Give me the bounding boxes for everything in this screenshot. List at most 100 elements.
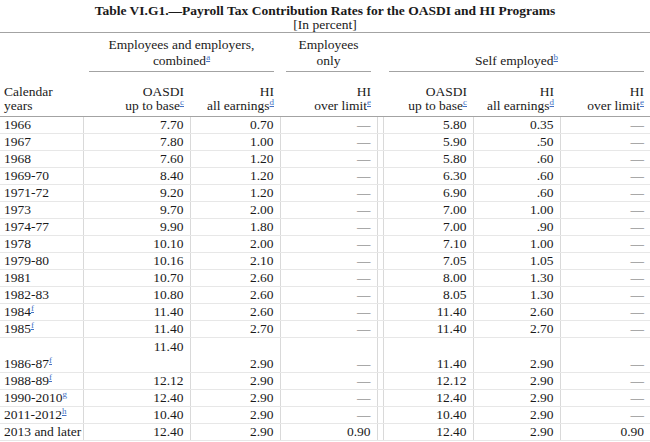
value-cell: 10.40	[83, 407, 190, 424]
value-cell: 1.20	[190, 185, 280, 202]
row-year-cell: 1973	[0, 202, 83, 219]
row-year-cell: 1966	[0, 117, 83, 134]
table-row: 2011-2012h10.402.90—10.402.90—	[0, 407, 650, 424]
table-row: 1982-8310.802.60—8.051.30—	[0, 287, 650, 304]
table-row: 19667.700.70—5.800.35—	[0, 117, 650, 134]
value-cell: 10.70	[83, 270, 190, 287]
value-cell: —	[280, 219, 377, 236]
value-cell: 2.90	[190, 373, 280, 390]
row-year-cell: 1971-72	[0, 185, 83, 202]
table-row: 19677.801.00—5.90.50—	[0, 134, 650, 151]
value-cell: —	[560, 168, 650, 185]
row-year-cell: 1986-87f	[0, 338, 83, 373]
value-cell: 5.80	[383, 117, 473, 134]
col-header-hi-overlimit-self: HI over limite	[560, 72, 650, 117]
footnote-e-link[interactable]: e	[367, 97, 371, 107]
value-cell: —	[560, 270, 650, 287]
value-cell: 7.80	[83, 134, 190, 151]
row-year-cell: 1968	[0, 151, 83, 168]
value-cell: 5.90	[383, 134, 473, 151]
value-cell: —	[560, 219, 650, 236]
footnote-h-link[interactable]: h	[62, 407, 67, 416]
row-year-cell: 1978	[0, 236, 83, 253]
footnote-f-link[interactable]: f	[49, 355, 52, 365]
table-body: 19667.700.70—5.800.35—19677.801.00—5.90.…	[0, 117, 650, 441]
value-cell: 6.90	[383, 185, 473, 202]
value-cell: —	[560, 287, 650, 304]
value-cell: 6.30	[383, 168, 473, 185]
col-header-oasdi-self: OASDI up to basec	[383, 72, 473, 117]
table-row: 1988-89f12.122.90—12.122.90—	[0, 373, 650, 390]
value-cell: —	[280, 168, 377, 185]
footnote-f-link[interactable]: f	[31, 321, 34, 330]
value-cell: 9.20	[83, 185, 190, 202]
value-cell: 2.90	[473, 424, 560, 441]
row-year-cell: 1974-77	[0, 219, 83, 236]
value-cell: 7.10	[383, 236, 473, 253]
value-cell: 7.00	[383, 202, 473, 219]
value-cell: .60	[473, 185, 560, 202]
value-cell: 1.00	[473, 236, 560, 253]
value-cell: 10.40	[383, 407, 473, 424]
value-cell: 12.12	[383, 373, 473, 390]
value-cell: 8.00	[383, 270, 473, 287]
value-cell: —	[280, 338, 377, 373]
value-cell: 0.70	[190, 117, 280, 134]
footnote-f-link[interactable]: f	[31, 304, 34, 313]
value-cell: 10.10	[83, 236, 190, 253]
column-header-row: Calendar years OASDI up to basec HI all …	[0, 72, 650, 117]
value-cell: 7.05	[383, 253, 473, 270]
footnote-d-link[interactable]: d	[270, 97, 275, 107]
value-cell: 2.90	[190, 424, 280, 441]
value-cell: —	[560, 202, 650, 219]
value-cell: —	[560, 407, 650, 424]
value-cell: —	[280, 151, 377, 168]
value-cell: 2.60	[190, 304, 280, 321]
table-subtitle: [In percent]	[0, 18, 650, 32]
value-cell: —	[280, 287, 377, 304]
footnote-d-link[interactable]: d	[550, 97, 555, 107]
value-cell: —	[280, 270, 377, 287]
row-year-cell: 1967	[0, 134, 83, 151]
value-cell: 5.80	[383, 151, 473, 168]
footnote-c-link[interactable]: c	[180, 97, 184, 107]
footnote-g-link[interactable]: g	[63, 390, 68, 399]
value-cell: 2.70	[190, 321, 280, 338]
table-row: 1984f11.402.60—11.402.60—	[0, 304, 650, 321]
table-row: 1971-729.201.20—6.90.60—	[0, 185, 650, 202]
col-header-hi-self: HI all earningsd	[473, 72, 560, 117]
value-cell: 1.05	[473, 253, 560, 270]
table-row: 1985f11.402.70—11.402.70—	[0, 321, 650, 338]
value-cell: 9.70	[83, 202, 190, 219]
report-page: Table VI.G1.—Payroll Tax Contribution Ra…	[0, 0, 650, 442]
footnote-c-link[interactable]: c	[463, 97, 467, 107]
footnote-f-link[interactable]: f	[49, 373, 52, 382]
value-cell: 1.20	[190, 151, 280, 168]
table-row: 19687.601.20—5.80.60—	[0, 151, 650, 168]
value-cell: 11.40	[383, 321, 473, 338]
value-cell: 1.00	[473, 202, 560, 219]
value-cell: 0.35	[473, 117, 560, 134]
footnote-b-link[interactable]: b	[553, 52, 558, 62]
value-cell: —	[280, 390, 377, 407]
value-cell: 12.40	[83, 390, 190, 407]
table-row: 2013 and later12.402.900.9012.402.900.90	[0, 424, 650, 441]
value-cell: 2.90	[473, 407, 560, 424]
col-header-calendar-years: Calendar years	[0, 72, 83, 117]
value-cell: —	[560, 253, 650, 270]
payroll-tax-table: Employees and employers, combineda Emplo…	[0, 32, 650, 441]
value-cell: 2.90	[190, 338, 280, 373]
value-cell: 7.60	[83, 151, 190, 168]
value-cell: —	[280, 236, 377, 253]
value-cell: 1.20	[190, 168, 280, 185]
footnote-a-link[interactable]: a	[206, 52, 210, 62]
row-year-cell: 1988-89f	[0, 373, 83, 390]
group-combined-line2: combineda	[89, 53, 274, 69]
row-year-cell: 1990-2010g	[0, 390, 83, 407]
row-year-cell: 1979-80	[0, 253, 83, 270]
value-cell: —	[560, 236, 650, 253]
table-row: 1974-779.901.80—7.00.90—	[0, 219, 650, 236]
footnote-e-link[interactable]: e	[640, 97, 644, 107]
value-cell: 11.40	[83, 321, 190, 338]
value-cell: —	[280, 185, 377, 202]
